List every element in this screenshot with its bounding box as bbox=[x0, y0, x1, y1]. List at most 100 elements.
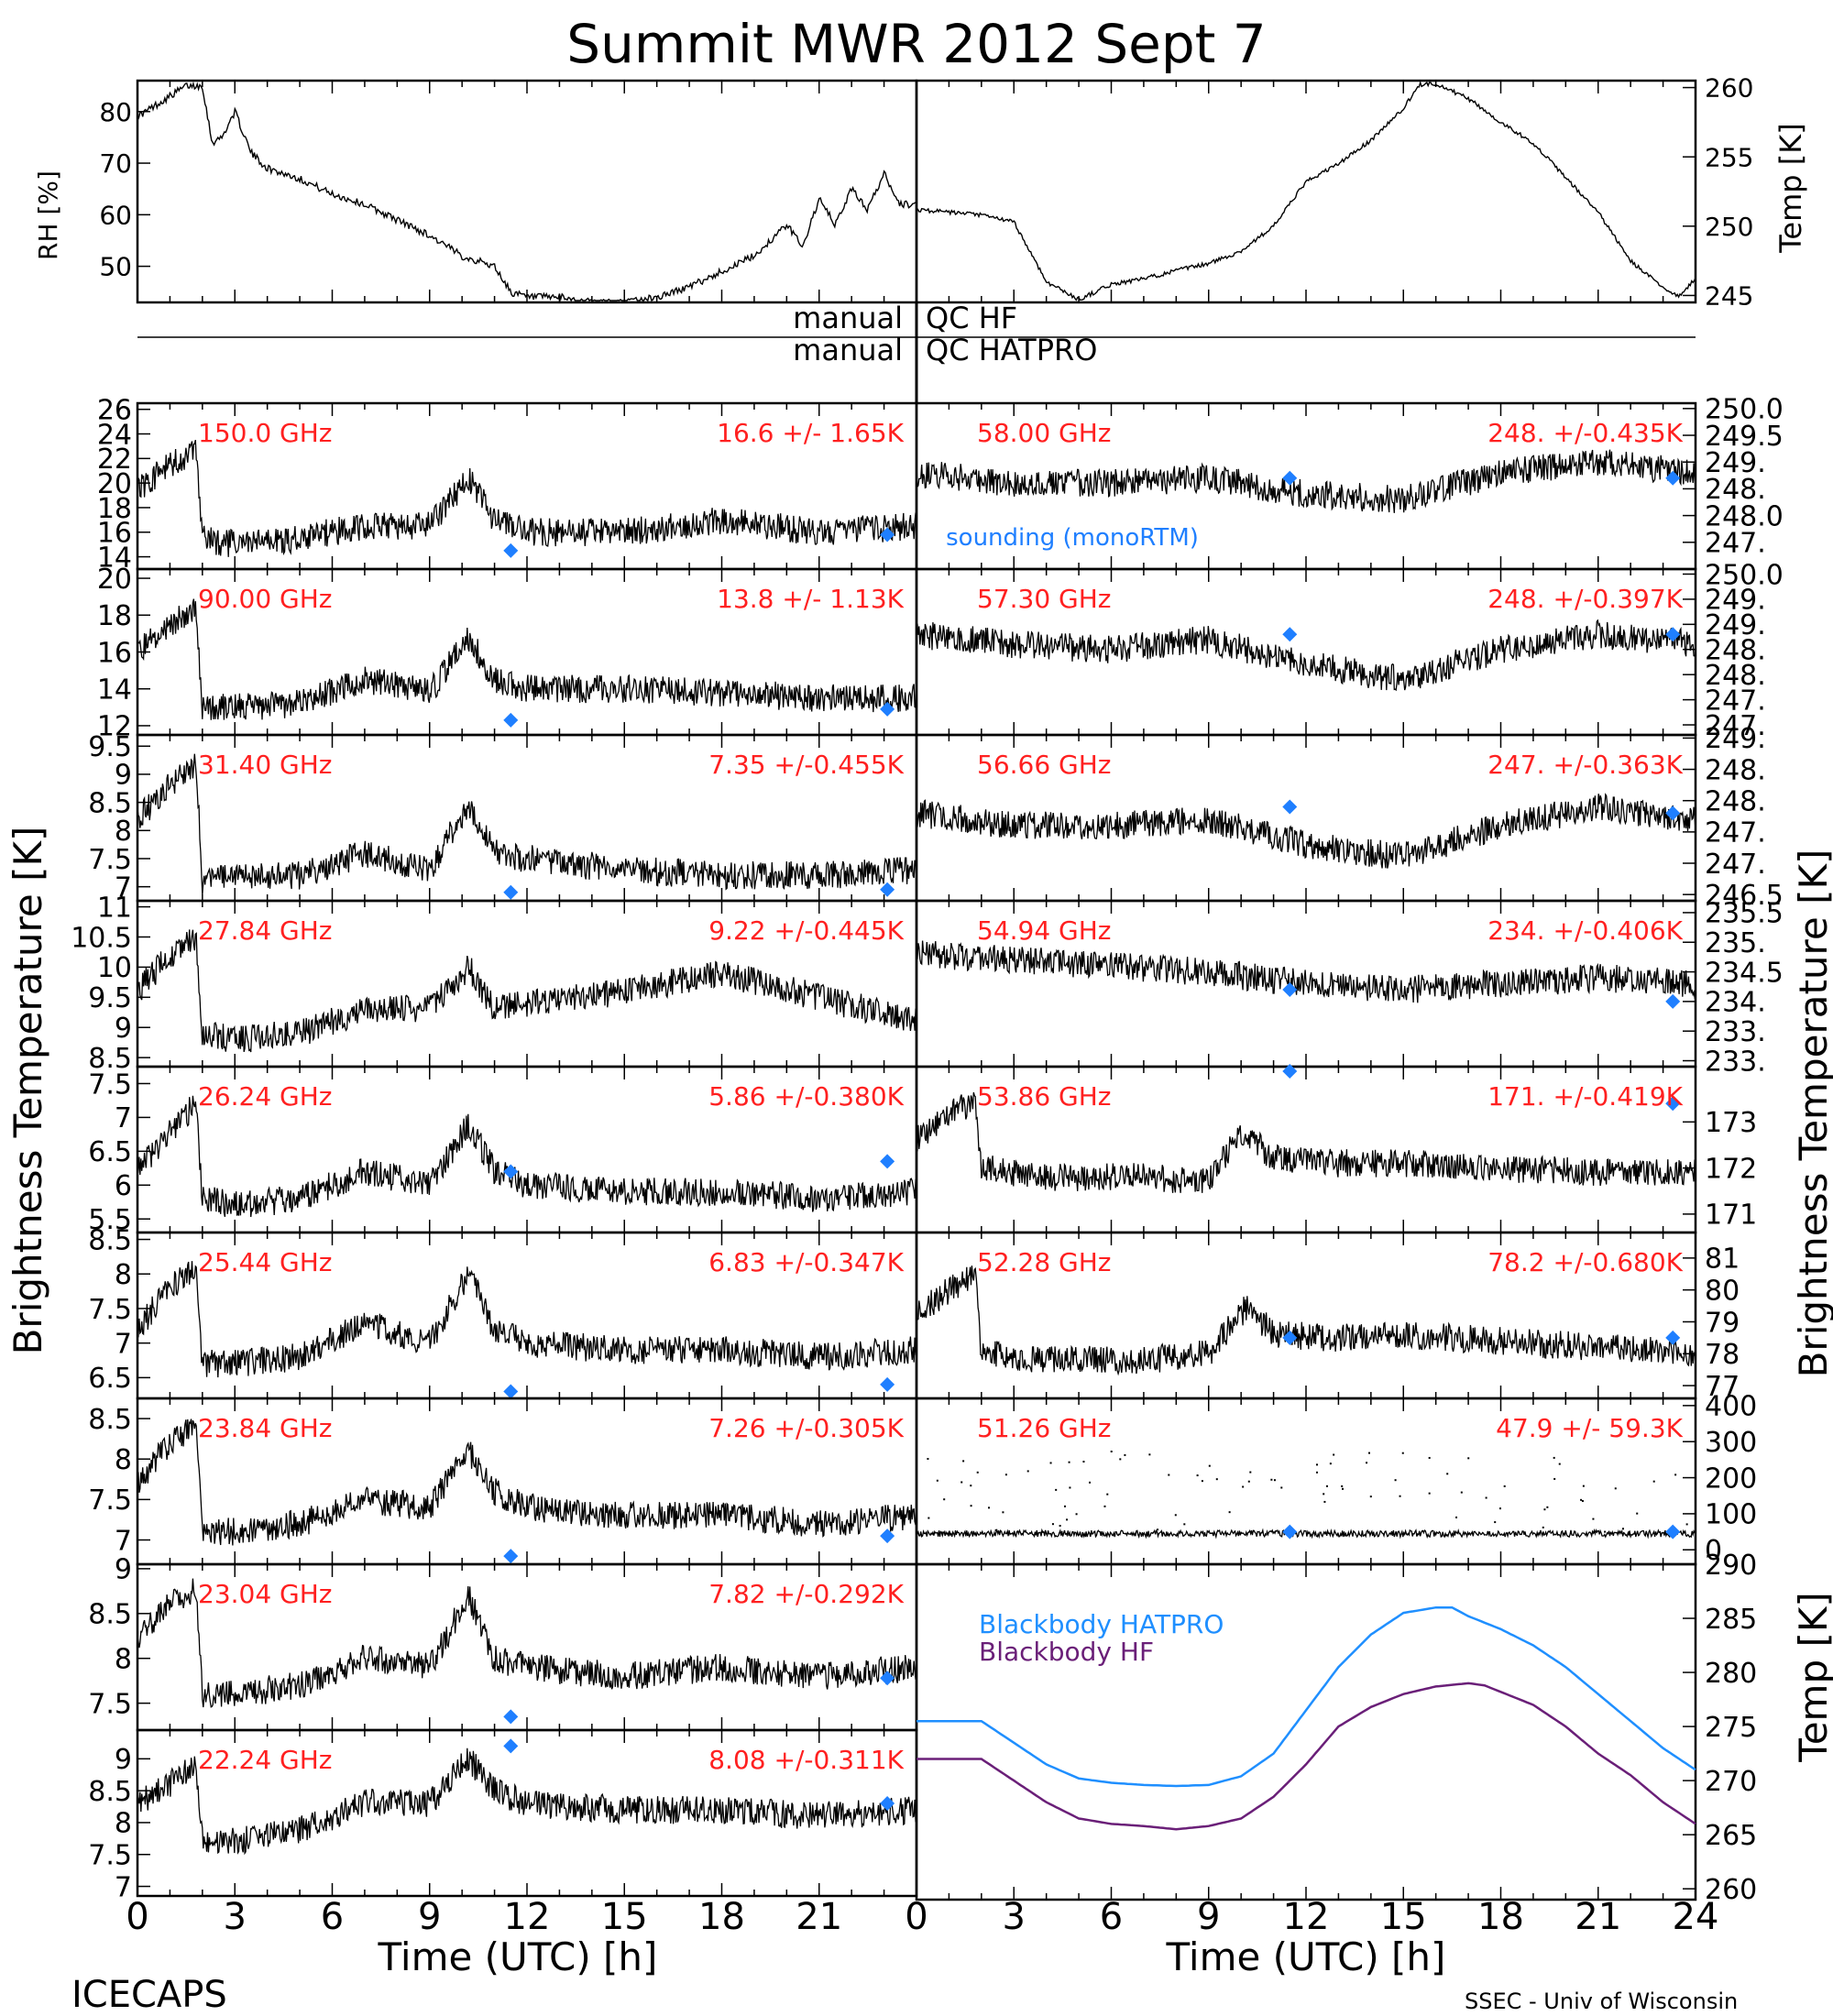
x-axis-label-left: Time (UTC) [h] bbox=[378, 1934, 658, 1979]
y-tick-label: 275 bbox=[1705, 1712, 1757, 1744]
y-tick-label: 18 bbox=[97, 493, 132, 525]
y-tick-label: 9 bbox=[115, 1744, 132, 1776]
sounding-marker bbox=[1665, 627, 1681, 642]
channel-label: 54.94 GHz bbox=[977, 915, 1112, 946]
sounding-marker bbox=[503, 712, 519, 728]
channel-stat: 171. +/-0.419K bbox=[1487, 1081, 1683, 1112]
y-tick-label: 7.5 bbox=[88, 1688, 132, 1720]
spike-point bbox=[1323, 1500, 1326, 1503]
x-tick-label: 15 bbox=[1380, 1896, 1427, 1938]
y-tick-label: 248.0 bbox=[1705, 500, 1784, 532]
y-tick-label: 100 bbox=[1705, 1499, 1757, 1531]
qc-area: manual QC HF manual QC HATPRO bbox=[137, 301, 1696, 403]
channel-stat: 7.26 +/-0.305K bbox=[708, 1413, 904, 1443]
channel-label: 31.40 GHz bbox=[198, 750, 333, 780]
bt-series bbox=[916, 1528, 1696, 1539]
bt-panel-3140: 77.588.599.5 31.40 GHz 7.35 +/-0.455K bbox=[88, 731, 918, 904]
x-tick-label: 9 bbox=[418, 1896, 441, 1938]
spike-point bbox=[1401, 1452, 1404, 1454]
spike-point bbox=[1201, 1480, 1203, 1483]
y-tick-label: 18 bbox=[97, 600, 132, 632]
y-tick-label: 12 bbox=[97, 711, 132, 743]
channel-label: 27.84 GHz bbox=[198, 915, 333, 946]
spike-point bbox=[1455, 1516, 1458, 1518]
spike-point bbox=[1621, 1528, 1624, 1530]
sounding-marker bbox=[880, 527, 895, 542]
sounding-marker bbox=[503, 884, 519, 900]
channel-label: 53.86 GHz bbox=[977, 1081, 1112, 1112]
bt-series bbox=[137, 1748, 917, 1856]
channel-label: 26.24 GHz bbox=[198, 1081, 333, 1112]
y-tick-label: 16 bbox=[97, 518, 132, 550]
sounding-marker bbox=[1282, 470, 1298, 486]
spike-point bbox=[1124, 1453, 1126, 1456]
y-tick-label: 248. bbox=[1705, 786, 1766, 818]
x-tick-label: 12 bbox=[504, 1896, 551, 1938]
sounding-marker bbox=[1282, 627, 1298, 642]
bt-panel-2544: 6.577.588.5 25.44 GHz 6.83 +/-0.347K bbox=[88, 1224, 918, 1400]
spike-point bbox=[940, 1531, 943, 1534]
spike-point bbox=[1082, 1461, 1085, 1463]
spike-point bbox=[1208, 1464, 1211, 1467]
y-tick-label: 233. bbox=[1705, 1016, 1766, 1048]
sounding-marker bbox=[1282, 799, 1298, 815]
spike-point bbox=[1367, 1452, 1370, 1454]
y-tick-label: 235.5 bbox=[1705, 898, 1784, 930]
x-tick-label: 24 bbox=[1673, 1896, 1719, 1938]
y-tick-label: 7.5 bbox=[88, 1485, 132, 1517]
y-tick-label: 234. bbox=[1705, 987, 1766, 1019]
spike-point bbox=[1428, 1492, 1431, 1495]
y-tick-label: 77 bbox=[1705, 1371, 1740, 1403]
spike-point bbox=[1581, 1500, 1584, 1503]
spike-point bbox=[1636, 1512, 1639, 1515]
sounding-marker bbox=[1665, 1330, 1681, 1345]
y-tick-label: 24 bbox=[97, 419, 132, 451]
spike-point bbox=[1582, 1485, 1585, 1487]
y-tick-label: 249. bbox=[1705, 723, 1766, 755]
spike-point bbox=[1323, 1493, 1325, 1496]
sounding-marker bbox=[1282, 1330, 1298, 1345]
spike-point bbox=[1503, 1485, 1506, 1487]
spike-point bbox=[1394, 1479, 1397, 1482]
y-tick-label: 14 bbox=[97, 674, 132, 707]
spike-point bbox=[1273, 1479, 1276, 1482]
rh-line bbox=[137, 81, 917, 302]
channel-label: 25.44 GHz bbox=[198, 1247, 333, 1277]
y-tick-label: 14 bbox=[97, 542, 132, 574]
y-tick-label: 7 bbox=[115, 1871, 132, 1903]
y-tick-label: 8.5 bbox=[88, 1404, 132, 1436]
footer-icecaps: ICECAPS bbox=[71, 1974, 227, 2016]
spike-point bbox=[1075, 1513, 1078, 1516]
spike-point bbox=[927, 1457, 929, 1460]
spike-point bbox=[1498, 1507, 1501, 1510]
temp-panel: 245 250 255 260 bbox=[915, 73, 1753, 312]
bt-panel-2224: 77.588.59 22.24 GHz 8.08 +/-0.311K bbox=[88, 1728, 918, 1903]
sounding-marker bbox=[1282, 981, 1298, 997]
x-tick-label: 12 bbox=[1283, 1896, 1330, 1938]
y-tick-label: 0 bbox=[1705, 1535, 1722, 1567]
qc-hf-right: QC HF bbox=[926, 301, 1017, 335]
y-tick-label: 249. bbox=[1705, 609, 1766, 641]
y-tick-label: 249. bbox=[1705, 447, 1766, 479]
spike-point bbox=[1366, 1462, 1368, 1464]
bt-series bbox=[137, 440, 917, 557]
y-tick-label: 26 bbox=[97, 395, 132, 427]
spike-point bbox=[1580, 1498, 1583, 1501]
y-tick-label: 246.5 bbox=[1705, 880, 1784, 912]
spike-point bbox=[1543, 1508, 1546, 1511]
temp-line bbox=[916, 80, 1696, 301]
spike-point bbox=[943, 1498, 946, 1501]
spike-point bbox=[1055, 1488, 1058, 1491]
spike-point bbox=[1157, 1528, 1159, 1531]
y-tick-label: 8.5 bbox=[88, 1599, 132, 1631]
bt-series bbox=[916, 619, 1696, 692]
channel-label: 57.30 GHz bbox=[977, 584, 1112, 614]
channel-label: 150.0 GHz bbox=[198, 418, 333, 448]
sounding-marker bbox=[503, 1384, 519, 1399]
spike-point bbox=[1315, 1463, 1318, 1466]
channel-stat: 8.08 +/-0.311K bbox=[708, 1745, 904, 1775]
